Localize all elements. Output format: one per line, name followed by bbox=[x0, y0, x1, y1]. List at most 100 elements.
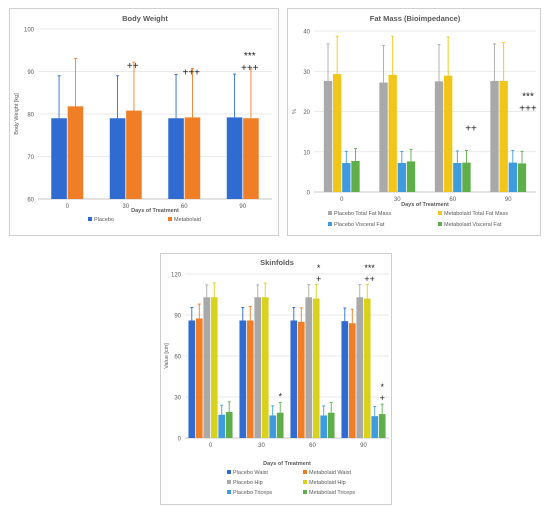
legend-swatch bbox=[303, 470, 307, 474]
bar bbox=[67, 106, 84, 199]
significance-label: *** bbox=[522, 92, 534, 103]
bar bbox=[51, 118, 67, 199]
skinfolds-chart-panel: Skinfolds 0 30 60 90 120 Value [cm] 0 30 60 90 * * + *… bbox=[160, 253, 392, 505]
y-axis-label: % bbox=[292, 109, 298, 114]
bar bbox=[168, 118, 184, 199]
legend-swatch bbox=[227, 470, 231, 474]
y-tick-label: 60 bbox=[27, 198, 34, 204]
bar bbox=[379, 82, 388, 192]
y-axis-label: Value [cm] bbox=[164, 343, 170, 369]
bar bbox=[126, 110, 142, 199]
chart-title: Fat Mass (Bioimpedance) bbox=[370, 14, 461, 23]
significance-label: +++ bbox=[183, 68, 201, 79]
bar bbox=[210, 297, 218, 438]
significance-label: +++ bbox=[519, 104, 537, 115]
x-tick-label: 30 bbox=[394, 197, 401, 203]
significance-label: *** bbox=[244, 51, 256, 62]
y-tick-label: 10 bbox=[303, 150, 310, 156]
bar bbox=[517, 163, 527, 192]
bar bbox=[218, 414, 226, 438]
legend-label: Metabolaid Total Fat Mass bbox=[444, 211, 508, 217]
bar bbox=[290, 320, 298, 438]
bar bbox=[453, 163, 462, 192]
bar bbox=[462, 162, 471, 192]
x-tick-label: 30 bbox=[122, 204, 129, 210]
significance-label: ++ bbox=[465, 124, 477, 135]
chart-title: Body Weight bbox=[122, 14, 168, 23]
significance-label: +++ bbox=[241, 63, 259, 74]
bar bbox=[351, 161, 360, 192]
x-tick-label: 0 bbox=[340, 197, 344, 203]
y-tick-label: 90 bbox=[174, 314, 181, 320]
x-tick-label: 60 bbox=[309, 443, 316, 449]
bar bbox=[297, 321, 305, 438]
legend-label: Placebo bbox=[94, 217, 114, 223]
legend-label: Metabolaid Hip bbox=[309, 480, 346, 486]
bar bbox=[508, 162, 518, 192]
x-tick-label: 30 bbox=[258, 443, 265, 449]
bar bbox=[371, 416, 379, 438]
bar bbox=[195, 318, 203, 438]
y-axis-label: Body Weight [kg] bbox=[14, 93, 20, 135]
bar bbox=[226, 117, 243, 199]
chart-title: Skinfolds bbox=[260, 258, 294, 267]
bar bbox=[327, 412, 335, 438]
y-tick-label: 90 bbox=[27, 70, 34, 76]
bar bbox=[243, 118, 259, 199]
bar bbox=[312, 298, 320, 438]
legend-swatch bbox=[227, 490, 231, 494]
legend-label: Metabolaid Visceral Fat bbox=[444, 222, 502, 228]
bar bbox=[397, 163, 407, 192]
bar bbox=[269, 415, 277, 438]
legend-label: Placebo Hip bbox=[233, 480, 263, 486]
bar bbox=[341, 321, 349, 438]
significance-label: *** bbox=[364, 263, 375, 273]
x-axis-label: Days of Treatment bbox=[131, 208, 179, 214]
bar bbox=[332, 74, 342, 192]
y-tick-label: 80 bbox=[27, 113, 34, 119]
y-tick-label: 40 bbox=[303, 30, 310, 36]
bar bbox=[378, 414, 386, 438]
legend-swatch bbox=[438, 222, 442, 226]
y-tick-label: 60 bbox=[174, 355, 181, 361]
y-tick-label: 30 bbox=[303, 70, 310, 76]
bar bbox=[276, 412, 284, 438]
y-tick-label: 70 bbox=[27, 155, 34, 161]
legend-label: Metabolaid Waist bbox=[309, 470, 351, 476]
legend-label: Placebo Total Fat Mass bbox=[334, 211, 391, 217]
significance-label: + bbox=[380, 393, 385, 403]
x-tick-label: 0 bbox=[66, 204, 70, 210]
x-tick-label: 90 bbox=[360, 443, 367, 449]
legend-swatch bbox=[438, 211, 442, 215]
legend-swatch bbox=[227, 480, 231, 484]
x-tick-label: 60 bbox=[449, 197, 456, 203]
bar bbox=[184, 117, 201, 199]
bar bbox=[239, 320, 247, 438]
y-tick-label: 100 bbox=[24, 28, 35, 34]
x-axis-label: Days of Treatment bbox=[263, 461, 311, 467]
legend-label: Placebo Waist bbox=[233, 470, 268, 476]
legend-swatch bbox=[88, 217, 92, 221]
bar bbox=[499, 80, 508, 192]
y-tick-label: 20 bbox=[303, 110, 310, 116]
significance-label: * bbox=[317, 263, 321, 273]
x-tick-label: 90 bbox=[505, 197, 512, 203]
bar bbox=[388, 74, 397, 192]
legend-swatch bbox=[328, 222, 332, 226]
legend-swatch bbox=[328, 211, 332, 215]
bar bbox=[323, 80, 333, 192]
fat-mass-chart-panel: Fat Mass (Bioimpedance) 0 10 20 30 40% 0 30 60 90… bbox=[287, 8, 541, 236]
y-tick-label: 30 bbox=[174, 396, 181, 402]
legend-label: Metabolaid Triceps bbox=[309, 490, 355, 496]
legend-swatch bbox=[168, 217, 172, 221]
bar bbox=[406, 161, 416, 192]
x-tick-label: 60 bbox=[181, 204, 188, 210]
legend-label: Placebo Triceps bbox=[233, 490, 272, 496]
significance-label: * bbox=[380, 382, 384, 392]
bar bbox=[246, 320, 254, 438]
bar bbox=[305, 297, 313, 438]
chart-svg: Fat Mass (Bioimpedance) 0 10 20 30 40% 0 30 60 90… bbox=[292, 14, 537, 228]
significance-label: * bbox=[278, 391, 282, 401]
bar bbox=[203, 297, 211, 438]
bar bbox=[254, 297, 262, 438]
